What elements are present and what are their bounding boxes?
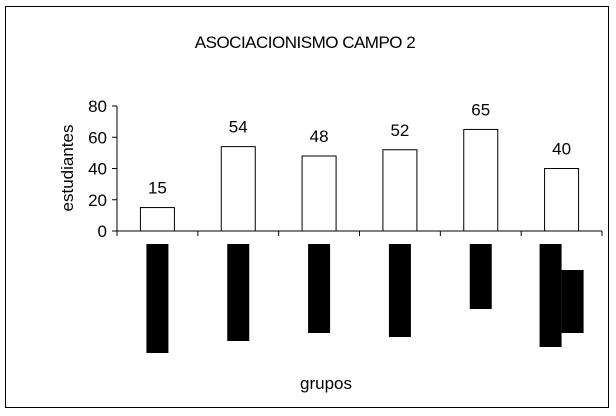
data-label: 48 [310,127,329,146]
bar [382,149,418,232]
y-tick-label: 20 [88,191,107,210]
x-axis-label: grupos [300,374,352,393]
category-label-block [539,244,562,347]
bars-group [139,128,580,232]
category-labels-group [146,244,584,353]
y-tick-label: 0 [98,222,107,241]
category-label-block [308,244,331,333]
x-axis-ticks [116,231,603,236]
data-labels-group: 15 54 48 52 65 40 [148,100,571,197]
chart-title: ASOCIACIONISMO CAMPO 2 [195,33,415,52]
bar [220,146,256,232]
bar [544,168,580,232]
category-label-block [227,244,250,341]
data-label: 52 [390,121,409,140]
category-label-block [469,244,492,309]
bar [463,128,499,232]
data-label: 15 [148,179,167,198]
y-axis-label: estudiantes [58,125,77,212]
y-axis-ticks: 0 20 40 60 80 [88,97,117,241]
y-tick-label: 80 [88,97,107,116]
bar [139,207,175,232]
data-label: 40 [552,140,571,159]
bar [301,155,337,232]
y-tick-label: 60 [88,128,107,147]
category-label-block [561,270,584,333]
data-label: 65 [471,100,490,119]
category-label-block [388,244,411,337]
data-label: 54 [229,118,248,137]
category-label-block [146,244,169,353]
y-tick-label: 40 [88,160,107,179]
